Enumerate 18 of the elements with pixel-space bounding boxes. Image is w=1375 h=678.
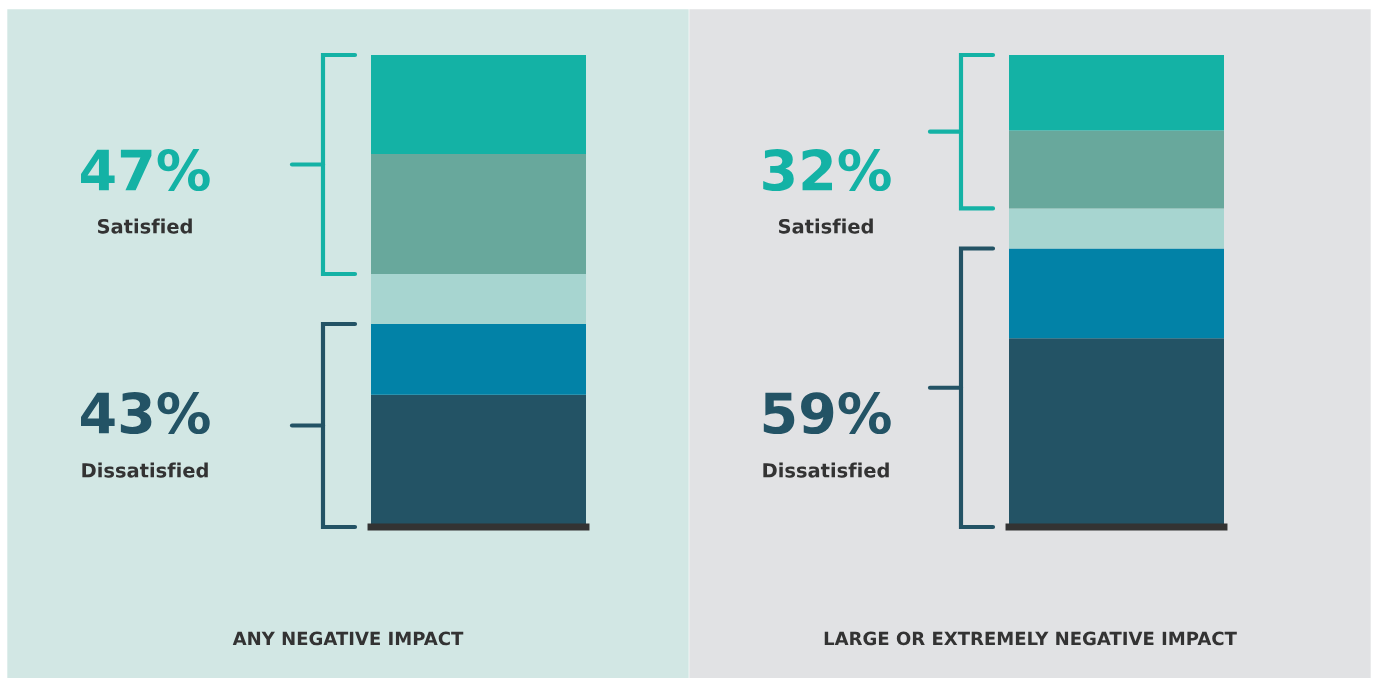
x-axis-title: LARGE OR EXTREMELY NEGATIVE IMPACT	[824, 631, 1237, 646]
bar	[371, 154, 586, 275]
text: Dissatisfied	[763, 462, 889, 478]
text: Satisfied	[97, 218, 192, 234]
bar	[1009, 248, 1224, 339]
bar	[371, 55, 586, 155]
bar	[371, 274, 586, 325]
text: 32%	[763, 149, 891, 192]
bar	[1009, 130, 1224, 209]
x-axis-title: ANY NEGATIVE IMPACT	[232, 631, 464, 646]
text: 47%	[81, 149, 210, 192]
text: Satisfied	[778, 218, 873, 234]
bar	[1009, 208, 1224, 249]
text: 59%	[763, 392, 891, 435]
text: Dissatisfied	[82, 462, 208, 478]
bar	[371, 324, 586, 395]
bar	[1009, 55, 1224, 131]
text: 43%	[81, 392, 210, 435]
